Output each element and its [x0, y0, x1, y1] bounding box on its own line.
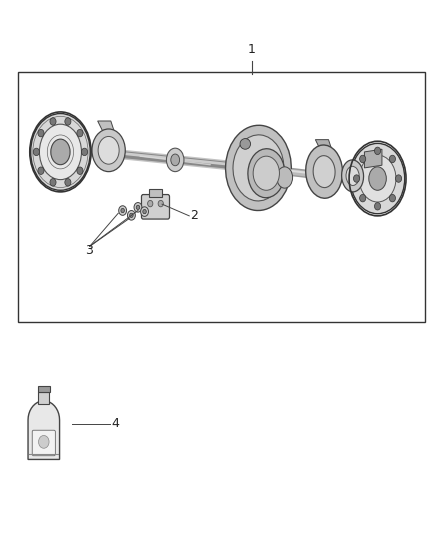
Circle shape: [360, 155, 366, 163]
Circle shape: [119, 206, 127, 215]
Ellipse shape: [313, 156, 335, 188]
Circle shape: [360, 195, 366, 202]
Circle shape: [50, 118, 56, 125]
Ellipse shape: [226, 125, 291, 211]
Ellipse shape: [342, 160, 364, 192]
Circle shape: [353, 175, 360, 182]
Circle shape: [130, 213, 133, 217]
Bar: [149, 189, 162, 197]
Circle shape: [81, 148, 88, 156]
Ellipse shape: [359, 155, 396, 202]
Ellipse shape: [253, 156, 279, 190]
Circle shape: [121, 208, 124, 213]
Ellipse shape: [166, 148, 184, 172]
Polygon shape: [95, 140, 111, 161]
Circle shape: [141, 207, 148, 216]
Ellipse shape: [171, 154, 180, 166]
Ellipse shape: [346, 166, 359, 185]
Polygon shape: [98, 121, 115, 134]
Ellipse shape: [240, 139, 251, 149]
Ellipse shape: [31, 114, 90, 190]
Ellipse shape: [277, 167, 293, 188]
Ellipse shape: [98, 136, 119, 164]
Ellipse shape: [306, 145, 343, 198]
Polygon shape: [315, 140, 333, 153]
Circle shape: [38, 167, 44, 174]
Circle shape: [33, 148, 39, 156]
Circle shape: [136, 205, 140, 209]
Circle shape: [127, 211, 135, 220]
Circle shape: [65, 179, 71, 186]
Ellipse shape: [92, 129, 125, 172]
Circle shape: [77, 130, 83, 137]
Polygon shape: [28, 401, 60, 459]
Ellipse shape: [233, 135, 284, 201]
Text: 4: 4: [112, 417, 120, 430]
Circle shape: [158, 200, 163, 207]
Text: 2: 2: [191, 209, 198, 222]
Circle shape: [389, 195, 396, 202]
FancyBboxPatch shape: [32, 430, 55, 456]
Circle shape: [134, 203, 142, 212]
Circle shape: [77, 167, 83, 174]
Circle shape: [374, 147, 381, 155]
Ellipse shape: [248, 149, 285, 198]
Circle shape: [65, 118, 71, 125]
Bar: [38, 385, 50, 392]
Circle shape: [374, 203, 381, 210]
Circle shape: [389, 155, 396, 163]
Circle shape: [38, 130, 44, 137]
Ellipse shape: [51, 139, 70, 165]
FancyBboxPatch shape: [141, 195, 170, 219]
Circle shape: [396, 175, 402, 182]
Ellipse shape: [369, 167, 386, 190]
Text: 1: 1: [248, 43, 256, 56]
Polygon shape: [364, 149, 382, 168]
Bar: [18, 72, 425, 322]
Ellipse shape: [39, 124, 81, 180]
Ellipse shape: [350, 143, 405, 214]
Circle shape: [143, 209, 146, 214]
Circle shape: [39, 435, 49, 448]
Circle shape: [148, 200, 153, 207]
Bar: [38, 392, 49, 403]
Circle shape: [50, 179, 56, 186]
Text: 3: 3: [85, 244, 93, 257]
